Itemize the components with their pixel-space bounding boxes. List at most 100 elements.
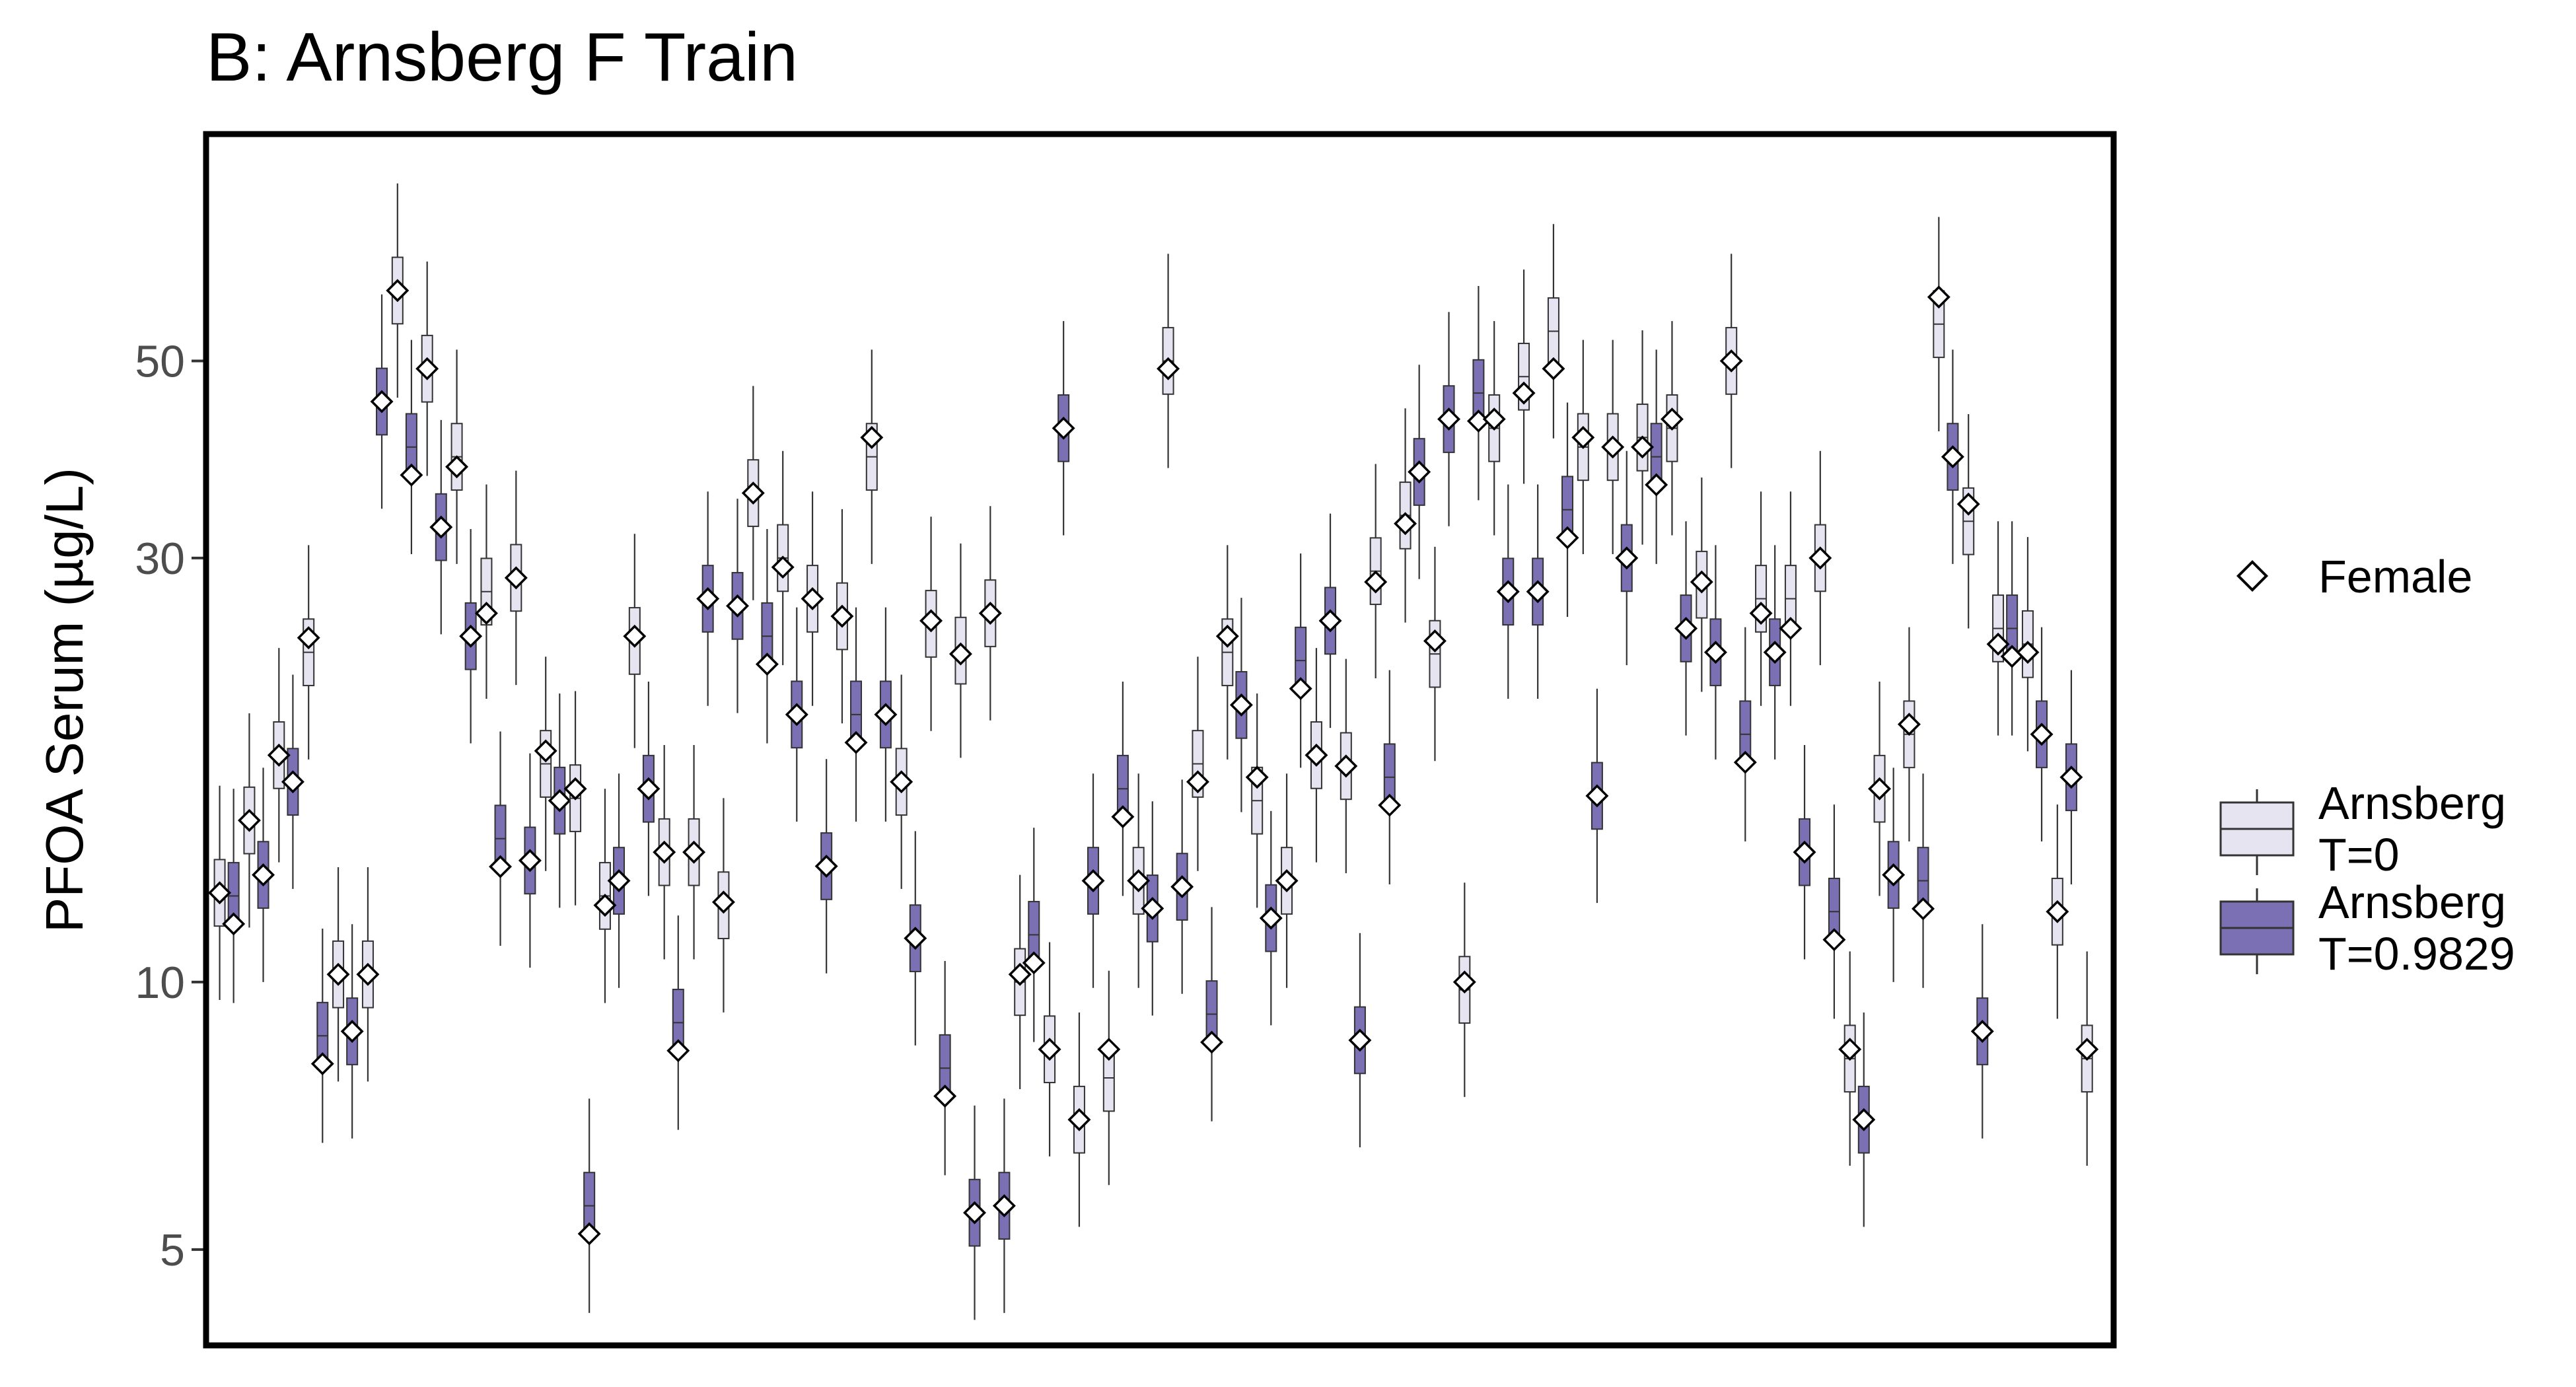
female-marker bbox=[1719, 349, 1743, 373]
female-marker bbox=[785, 703, 808, 727]
female-marker bbox=[1556, 526, 1579, 550]
female-marker bbox=[992, 1194, 1016, 1218]
legend-box-entry-t1: Arnsberg T=0.9829 bbox=[2219, 876, 2515, 979]
female-marker bbox=[518, 849, 542, 872]
y-tick-label: 10 bbox=[135, 958, 185, 1008]
female-marker bbox=[1703, 641, 1727, 664]
female-marker bbox=[696, 587, 720, 610]
female-marker bbox=[1986, 632, 2010, 656]
female-marker bbox=[489, 855, 513, 878]
female-marker bbox=[904, 927, 927, 950]
female-marker bbox=[297, 626, 320, 650]
female-marker bbox=[2030, 723, 2054, 746]
female-marker bbox=[459, 624, 483, 648]
female-marker bbox=[1779, 616, 1803, 640]
female-marker bbox=[1615, 546, 1639, 570]
female-marker bbox=[252, 863, 275, 887]
female-marker bbox=[1097, 1038, 1121, 1061]
female-marker bbox=[1245, 765, 1269, 789]
female-marker bbox=[1423, 629, 1447, 653]
female-marker bbox=[1067, 1108, 1091, 1131]
legend-female-label: Female bbox=[2318, 551, 2472, 602]
female-marker bbox=[1868, 777, 1892, 800]
female-marker bbox=[1763, 641, 1787, 664]
y-tick-label: 30 bbox=[135, 534, 185, 584]
female-marker bbox=[2059, 765, 2083, 789]
female-marker bbox=[1157, 357, 1180, 380]
female-marker bbox=[890, 770, 913, 794]
female-marker bbox=[1927, 285, 1950, 309]
female-marker bbox=[1052, 416, 1075, 440]
female-marker bbox=[830, 604, 854, 628]
female-marker bbox=[2016, 641, 2040, 664]
female-marker bbox=[1008, 962, 1032, 986]
female-marker bbox=[534, 739, 557, 763]
female-marker bbox=[340, 1020, 364, 1043]
female-marker bbox=[1437, 408, 1461, 431]
female-marker bbox=[548, 789, 571, 812]
female-marker bbox=[1482, 408, 1506, 431]
legend-t0-label-line1: Arnsberg bbox=[2318, 777, 2506, 829]
y-axis-ticks: 5 10 30 50 bbox=[135, 336, 203, 1275]
female-marker bbox=[415, 357, 439, 380]
female-marker bbox=[653, 840, 676, 864]
female-marker bbox=[814, 854, 838, 878]
female-marker bbox=[208, 881, 232, 905]
female-marker bbox=[1038, 1038, 1061, 1061]
female-marker bbox=[1897, 713, 1921, 736]
female-marker bbox=[1496, 580, 1520, 604]
female-marker bbox=[237, 808, 261, 832]
female-marker bbox=[623, 624, 647, 648]
female-marker bbox=[1631, 435, 1655, 459]
female-marker bbox=[637, 777, 661, 800]
female-marker bbox=[1512, 381, 1536, 405]
female-marker bbox=[1956, 492, 1980, 516]
female-marker bbox=[1334, 754, 1358, 778]
female-marker bbox=[933, 1085, 957, 1108]
legend-diamond-marker bbox=[2236, 559, 2269, 592]
female-marker bbox=[1408, 460, 1431, 484]
female-marker bbox=[1808, 546, 1832, 570]
female-marker bbox=[874, 703, 898, 727]
female-marker bbox=[593, 894, 617, 917]
female-marker bbox=[1660, 408, 1684, 431]
legend-marker-entry: Female bbox=[2236, 551, 2472, 602]
female-marker bbox=[1259, 906, 1283, 930]
female-marker bbox=[1674, 616, 1698, 640]
female-marker bbox=[711, 890, 735, 914]
female-marker bbox=[2046, 900, 2069, 923]
female-marker bbox=[726, 594, 750, 618]
female-marker bbox=[948, 642, 972, 666]
female-marker bbox=[1318, 609, 1342, 633]
female-marker bbox=[1882, 863, 1906, 887]
female-marker bbox=[1452, 970, 1476, 994]
female-marker bbox=[1364, 570, 1388, 594]
plot-area bbox=[208, 183, 2099, 1320]
female-marker bbox=[1912, 897, 1935, 921]
female-marker bbox=[1378, 793, 1402, 817]
female-marker bbox=[963, 1201, 987, 1225]
female-marker bbox=[2075, 1038, 2099, 1061]
female-marker bbox=[267, 743, 291, 767]
female-marker bbox=[860, 425, 884, 449]
female-marker bbox=[1170, 875, 1194, 899]
female-marker bbox=[1690, 570, 1713, 594]
y-axis-label: PFOA Serum (µg/L) bbox=[35, 468, 94, 933]
female-marker bbox=[1542, 357, 1565, 380]
female-marker bbox=[755, 653, 779, 676]
female-marker bbox=[429, 515, 453, 539]
female-marker bbox=[741, 481, 765, 505]
female-marker bbox=[310, 1052, 334, 1076]
female-marker bbox=[1793, 840, 1816, 864]
female-marker bbox=[1275, 869, 1299, 893]
female-marker bbox=[1022, 951, 1046, 975]
female-marker bbox=[370, 390, 394, 413]
female-marker bbox=[771, 555, 795, 579]
female-marker bbox=[1394, 512, 1417, 536]
female-marker bbox=[1229, 693, 1253, 717]
female-marker bbox=[356, 962, 380, 986]
female-marker bbox=[1822, 928, 1846, 952]
legend-box-entry-t0: Arnsberg T=0 bbox=[2219, 777, 2506, 880]
female-marker bbox=[682, 840, 706, 864]
